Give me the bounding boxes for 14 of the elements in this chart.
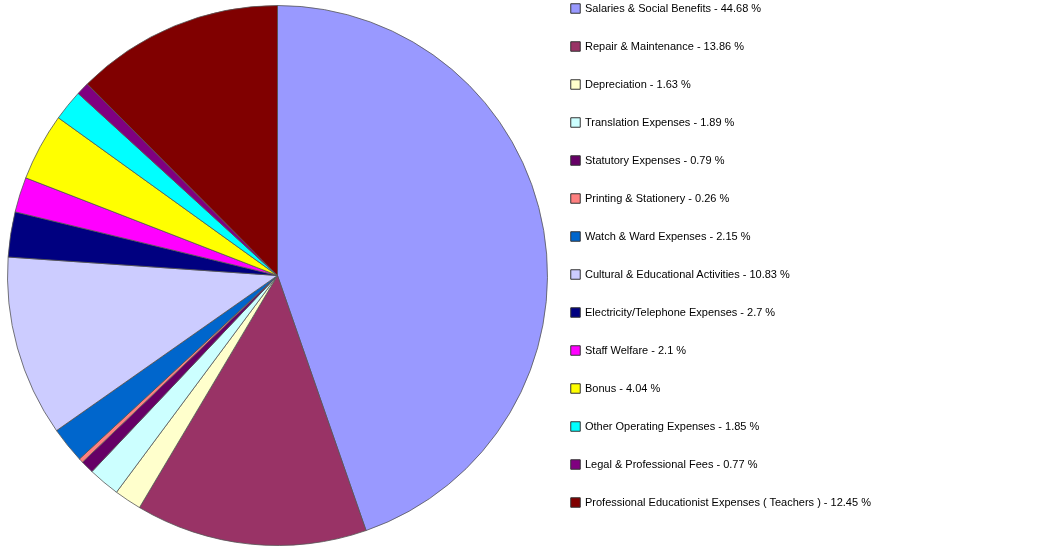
legend-label: Repair & Maintenance - 13.86 % bbox=[585, 39, 745, 52]
legend-label: Bonus - 4.04 % bbox=[585, 381, 661, 394]
legend-label: Translation Expenses - 1.89 % bbox=[585, 115, 735, 128]
legend-label: Cultural & Educational Activities - 10.83 % bbox=[585, 267, 791, 280]
legend-label: Legal & Professional Fees - 0.77 % bbox=[585, 457, 758, 470]
legend-label: Other Operating Expenses - 1.85 % bbox=[585, 419, 760, 432]
legend-label: Depreciation - 1.63 % bbox=[585, 77, 691, 90]
legend-label: Electricity/Telephone Expenses - 2.7 % bbox=[585, 305, 776, 318]
legend-label: Printing & Stationery - 0.26 % bbox=[585, 191, 730, 204]
legend-label: Salaries & Social Benefits - 44.68 % bbox=[585, 1, 762, 14]
legend-label: Statutory Expenses - 0.79 % bbox=[585, 153, 725, 166]
legend-label: Staff Welfare - 2.1 % bbox=[585, 343, 687, 356]
legend-label: Professional Educationist Expenses ( Teachers ) - 12.45 % bbox=[585, 495, 872, 508]
legend-label: Watch & Ward Expenses - 2.15 % bbox=[585, 229, 751, 242]
